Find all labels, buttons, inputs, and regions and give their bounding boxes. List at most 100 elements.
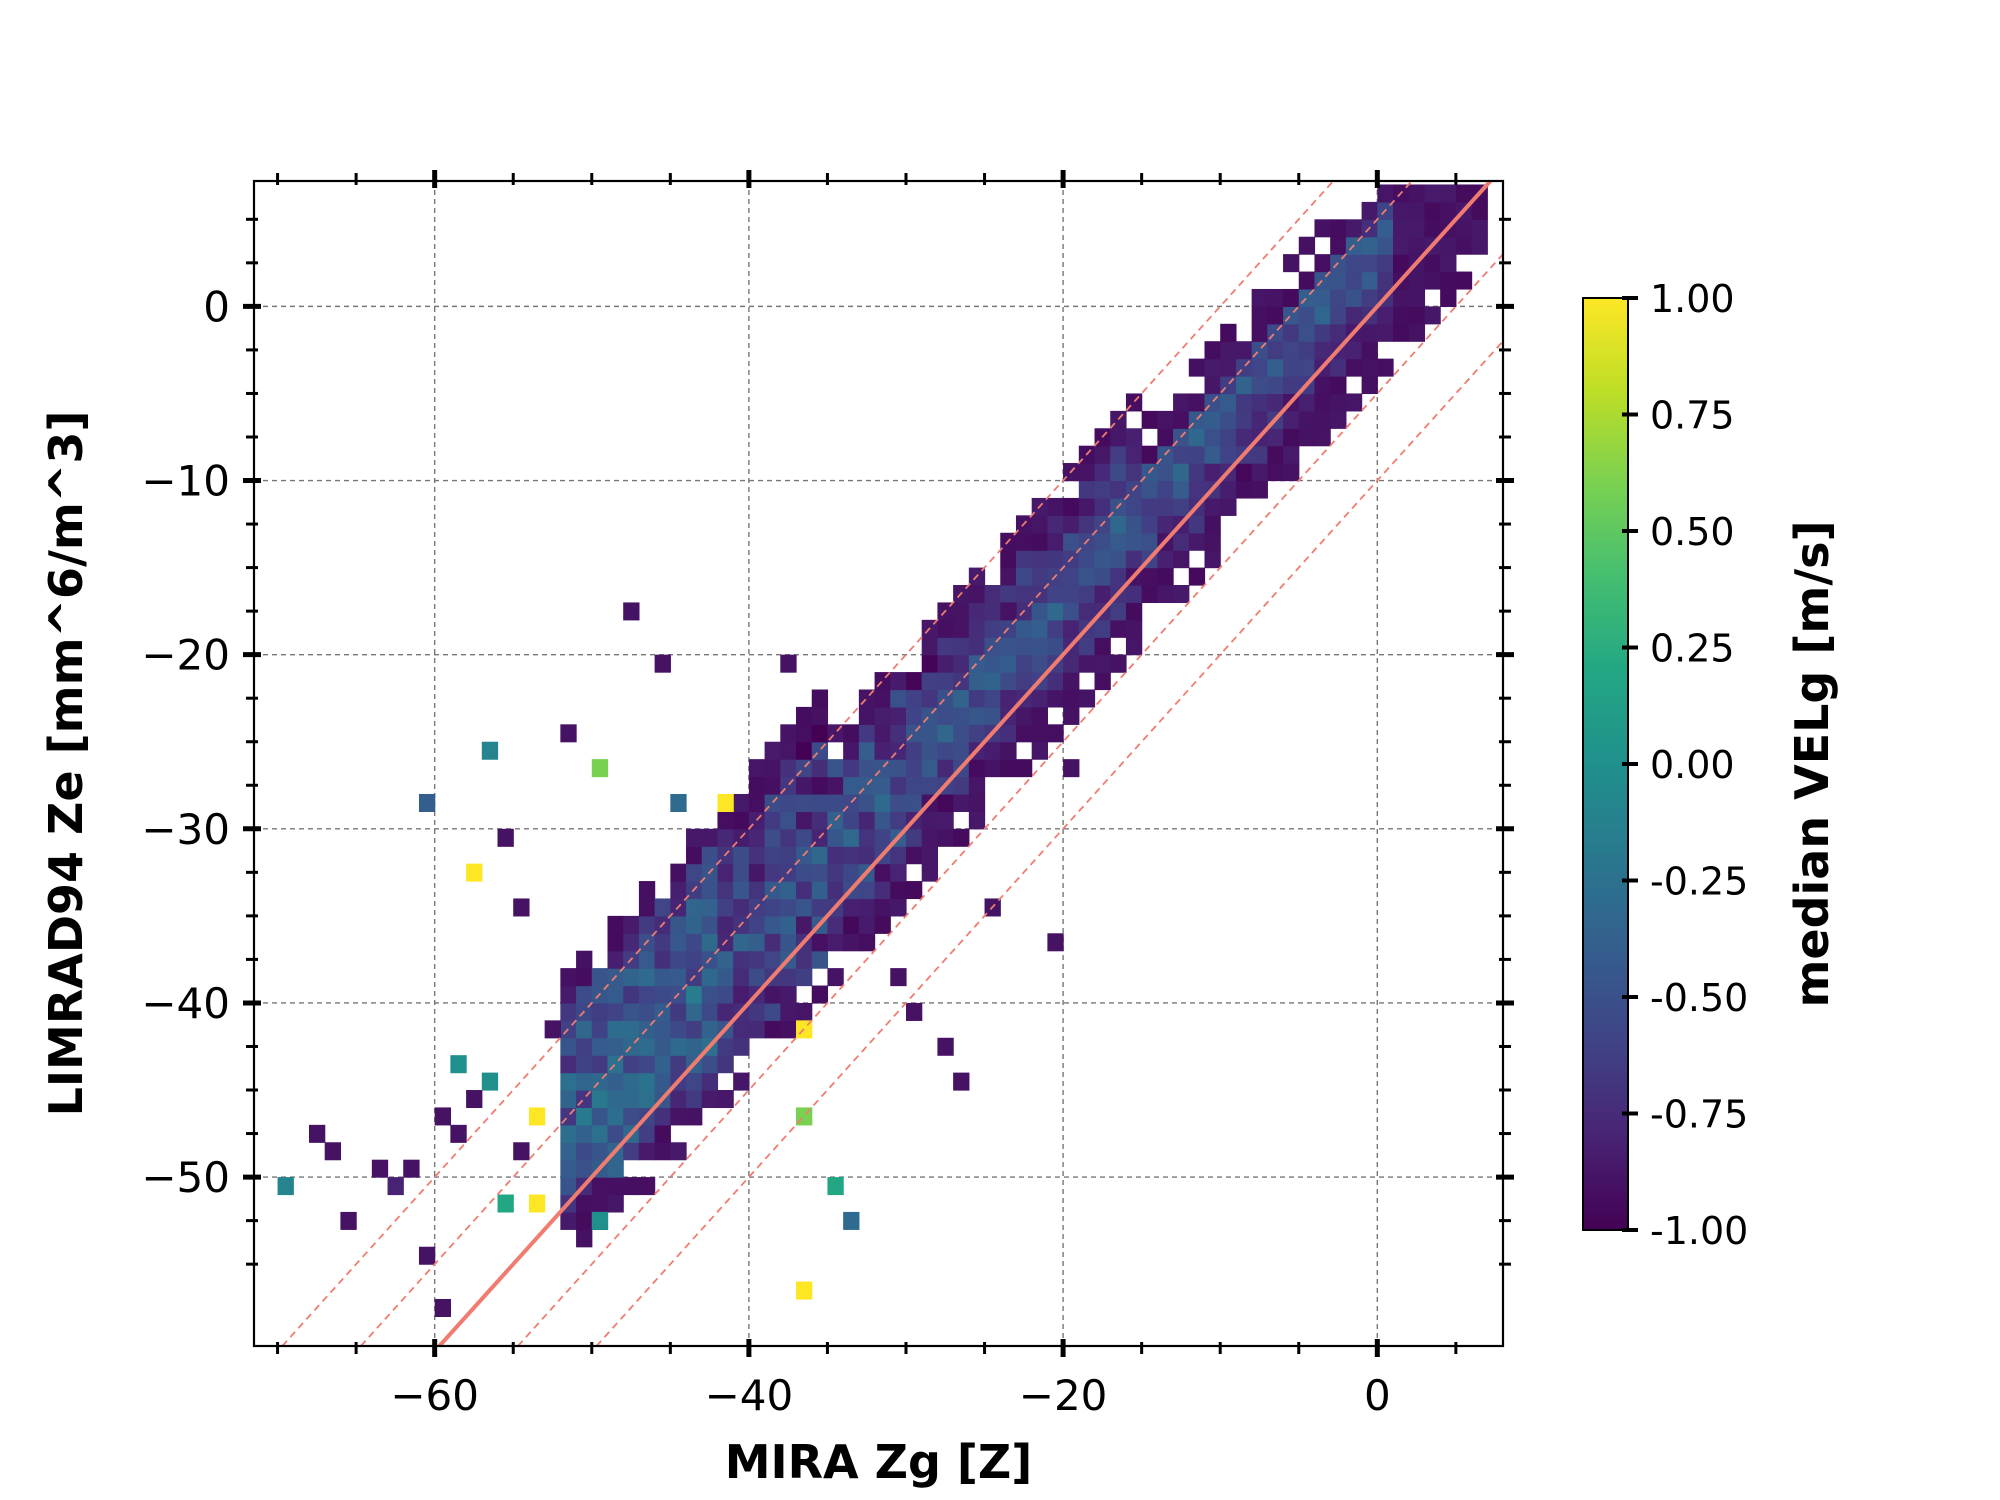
heatmap-cell (968, 759, 986, 778)
heatmap-cell (764, 950, 781, 969)
heatmap-cell (1031, 515, 1048, 534)
heatmap-cell (858, 915, 876, 934)
heatmap-cell (591, 1090, 609, 1109)
heatmap-cell (1408, 219, 1426, 238)
heatmap-cell (858, 881, 876, 900)
heatmap-cell (843, 933, 860, 952)
heatmap-cell (560, 985, 577, 1004)
heatmap-cell (1015, 706, 1033, 725)
heatmap-cell (1235, 428, 1253, 447)
axis-ticks (243, 170, 1514, 1357)
heatmap-cell (1298, 323, 1316, 342)
x-axis-label: MIRA Zg [Z] (725, 1435, 1033, 1489)
heatmap-cell (1141, 532, 1158, 551)
heatmap-cell (638, 1072, 656, 1091)
heatmap-cell (1094, 445, 1111, 464)
heatmap-cell (1110, 602, 1127, 621)
heatmap-cell (890, 724, 907, 743)
heatmap-cell (780, 915, 797, 934)
heatmap-cell (701, 881, 719, 900)
heatmap-cell (890, 776, 907, 795)
heatmap-cell (1251, 306, 1268, 325)
heatmap-cell (874, 741, 891, 760)
heatmap-cell (905, 776, 923, 795)
heatmap-cell (1377, 306, 1394, 325)
heatmap-cell (1015, 532, 1033, 551)
heatmap-cell (686, 950, 703, 969)
heatmap-cell (654, 1072, 671, 1091)
heatmap-cell (1204, 532, 1221, 551)
heatmap-cell (843, 759, 860, 778)
heatmap-cell (748, 950, 766, 969)
heatmap-cell (827, 759, 844, 778)
heatmap-cell (576, 1159, 593, 1178)
heatmap-cell (1455, 236, 1473, 255)
heatmap-cell (1424, 271, 1441, 290)
heatmap-cell (1125, 532, 1143, 551)
heatmap-cell (1314, 428, 1331, 447)
heatmap-cell (796, 741, 813, 760)
heatmap-cell (1361, 201, 1378, 220)
heatmap-cell (466, 863, 483, 882)
heatmap-cell (780, 1020, 797, 1039)
heatmap-cell (1361, 236, 1378, 255)
heatmap-cell (654, 1037, 671, 1056)
heatmap-cell (764, 811, 781, 830)
heatmap-cell (874, 724, 891, 743)
heatmap-cell (890, 881, 907, 900)
heatmap-cell (1204, 376, 1221, 395)
heatmap-cell (1455, 219, 1473, 238)
y-axis-label: LIMRAD94 Ze [mm^6/m^3] (39, 411, 93, 1117)
heatmap-cell (811, 863, 829, 882)
heatmap-cell (717, 881, 734, 900)
heatmap-cell (591, 1037, 609, 1056)
heatmap-cell (591, 1142, 609, 1161)
heatmap-cell (1031, 741, 1048, 760)
heatmap-cell (1125, 445, 1143, 464)
heatmap-cell (1204, 341, 1221, 360)
heatmap-cell (686, 863, 703, 882)
heatmap-cell (607, 1037, 624, 1056)
heatmap-cell (937, 724, 954, 743)
heatmap-cell (843, 898, 860, 917)
heatmap-cell (1157, 550, 1174, 569)
heatmap-cell (1000, 585, 1017, 604)
heatmap-cell (1125, 550, 1143, 569)
heatmap-cell (638, 1002, 656, 1021)
heatmap-cell (638, 1142, 656, 1161)
heatmap-cell (953, 828, 970, 847)
heatmap-cell (576, 1142, 593, 1161)
heatmap-cell (1377, 358, 1394, 377)
heatmap-cell (1141, 480, 1158, 499)
heatmap-cell (1314, 393, 1331, 412)
heatmap-cell (1251, 323, 1268, 342)
heatmap-cell (560, 724, 577, 743)
heatmap-cell (984, 741, 1001, 760)
heatmap-cell (450, 1124, 467, 1143)
heatmap-cell (670, 1055, 687, 1074)
heatmap-cell (1408, 184, 1426, 203)
heatmap-cell (1377, 219, 1394, 238)
heatmap-cell (1031, 550, 1048, 569)
heatmap-cell (591, 1177, 609, 1196)
heatmap-cell (1047, 619, 1064, 638)
heatmap-cell (796, 828, 813, 847)
colorbar-label: median VELg [m/s] (1785, 520, 1839, 1007)
heatmap-cell (796, 793, 813, 812)
y-tick-label: −50 (141, 1153, 230, 1202)
heatmap-cell (953, 793, 970, 812)
heatmap-cell (921, 811, 939, 830)
heatmap-cell (796, 915, 813, 934)
heatmap-cell (811, 811, 829, 830)
heatmap-cell (1267, 358, 1284, 377)
heatmap-cell (1047, 585, 1064, 604)
heatmap-cell (937, 741, 954, 760)
heatmap-cell (1361, 288, 1378, 307)
heatmap-cell (780, 654, 797, 673)
heatmap-cell (858, 933, 876, 952)
heatmap-cell (733, 846, 750, 865)
colorbar-tick-label: 0.75 (1650, 394, 1735, 438)
y-tick-labels: 0 −10 −20 −30 −40 −50 (141, 282, 230, 1202)
heatmap-cell (560, 1055, 577, 1074)
heatmap-cell (1078, 585, 1096, 604)
